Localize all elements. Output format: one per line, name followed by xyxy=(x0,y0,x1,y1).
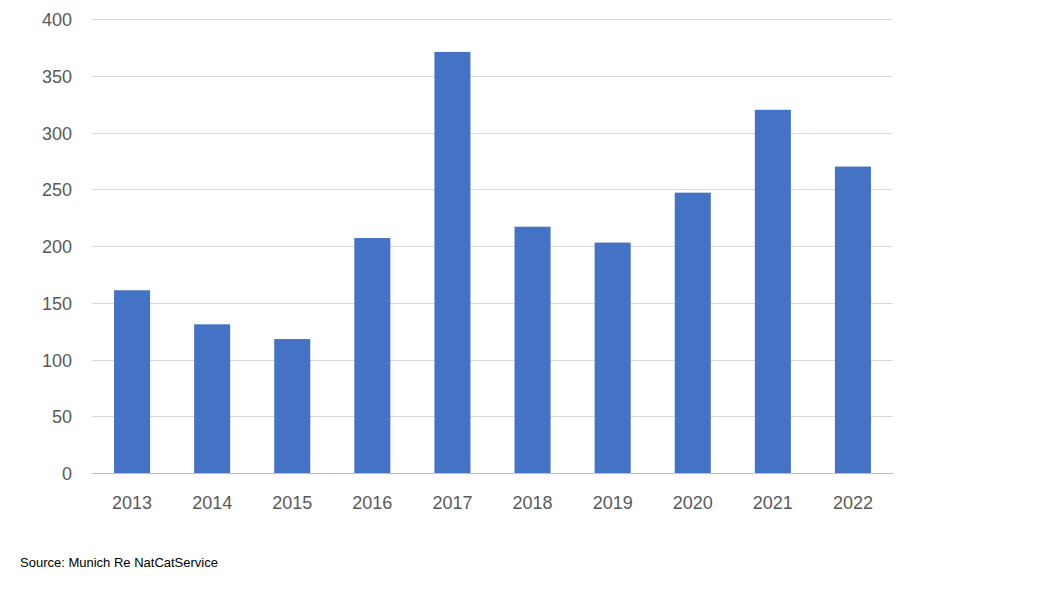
x-tick-label: 2021 xyxy=(753,493,793,513)
x-tick-label: 2017 xyxy=(432,493,472,513)
chart-svg: 0 50 100 150 200 250 300 350 400 2013 2014 2015 2016… xyxy=(0,0,1062,600)
bar xyxy=(835,167,871,473)
x-tick-label: 2022 xyxy=(833,493,873,513)
x-tick-label: 2015 xyxy=(272,493,312,513)
y-tick-label: 300 xyxy=(42,124,72,144)
grid-line xyxy=(92,76,893,77)
bar xyxy=(595,243,631,473)
chart-container: 0 50 100 150 200 250 300 350 400 2013 2014 2015 2016… xyxy=(0,0,1062,600)
bar xyxy=(354,238,390,473)
y-tick-label: 400 xyxy=(42,10,72,30)
y-tick-label: 50 xyxy=(52,407,72,427)
source-note: Source: Munich Re NatCatService xyxy=(20,555,218,570)
y-tick-label: 350 xyxy=(42,67,72,87)
x-tick-label: 2019 xyxy=(593,493,633,513)
x-tick-label: 2014 xyxy=(192,493,232,513)
bar xyxy=(434,52,470,473)
bar xyxy=(114,290,150,473)
bar xyxy=(755,110,791,473)
bar xyxy=(194,324,230,473)
x-tick-label: 2016 xyxy=(352,493,392,513)
bar xyxy=(274,339,310,473)
y-tick-label: 100 xyxy=(42,351,72,371)
bars xyxy=(114,52,871,473)
y-tick-label: 200 xyxy=(42,237,72,257)
x-tick-label: 2013 xyxy=(112,493,152,513)
y-tick-label: 0 xyxy=(62,464,72,484)
bar xyxy=(515,227,551,473)
x-tick-label: 2018 xyxy=(513,493,553,513)
y-tick-label: 150 xyxy=(42,294,72,314)
grid-line xyxy=(92,19,893,20)
y-tick-label: 250 xyxy=(42,180,72,200)
grid-line xyxy=(92,473,893,474)
bar xyxy=(675,193,711,473)
x-tick-label: 2020 xyxy=(673,493,713,513)
